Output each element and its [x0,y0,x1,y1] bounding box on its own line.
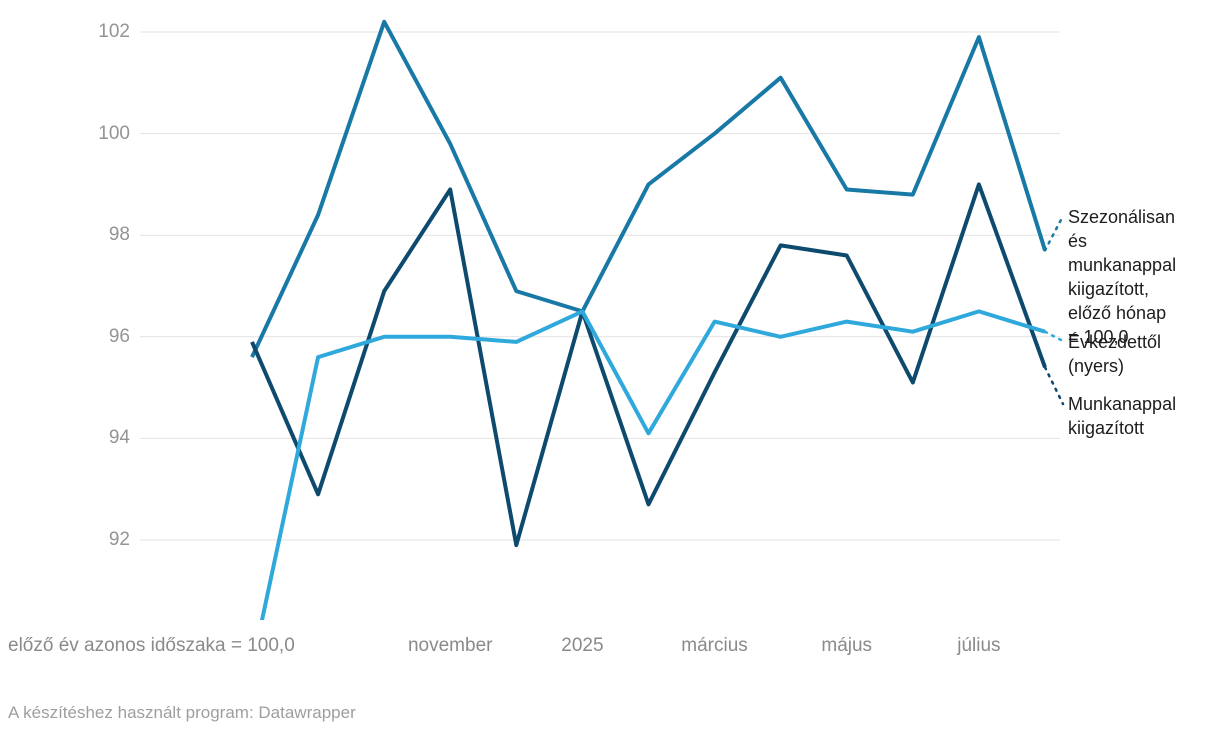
y-tick-label: 92 [108,529,130,550]
x-tick-label: március [681,635,748,656]
y-tick-label: 94 [108,427,130,449]
y-tick-label: 98 [108,224,130,246]
series-line-2 [259,309,1046,620]
legend-connector-0 [1043,214,1065,252]
x-tick-label: előző év azonos időszaka = 100,0 [8,635,295,656]
x-tick-label: május [821,635,873,656]
x-tick-label: július [957,635,1001,656]
legend-label-0: Szezonálisan és munkanappal kiigazított,… [1068,207,1177,347]
footer-credit: A készítéshez használt program: Datawrap… [8,703,356,722]
gridlines [140,31,1060,541]
legend-label-2: Évkezdettől (nyers) [1068,332,1162,376]
x-tick-label: november [407,635,493,656]
y-tick-label: 100 [98,122,130,144]
series-lines [250,19,1047,620]
legend-label-1: Munkanappal kiigazított [1068,394,1177,438]
legend-connector-2 [1043,330,1065,343]
series-line-0 [250,19,1047,358]
legend-connector-1 [1043,366,1065,406]
y-tick-label: 102 [98,21,130,42]
legend-connectors [1043,214,1065,406]
x-tick-label: 2025 [561,635,604,656]
y-tick-label: 96 [108,325,130,347]
series-line-1 [250,182,1047,548]
